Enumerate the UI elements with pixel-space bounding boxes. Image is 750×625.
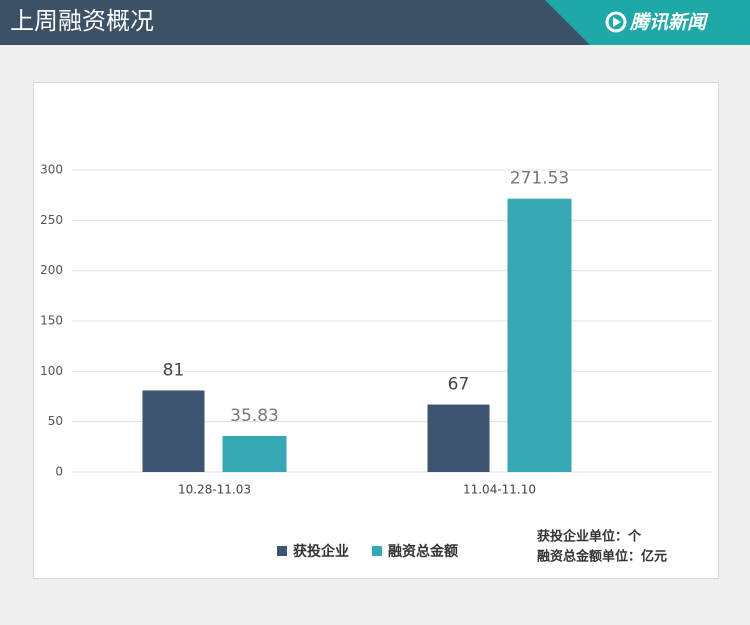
bar bbox=[507, 198, 572, 473]
legend-swatch bbox=[277, 546, 287, 556]
y-tick-label: 300 bbox=[40, 163, 63, 177]
bar bbox=[142, 390, 205, 472]
bar bbox=[222, 435, 287, 472]
y-tick-label: 50 bbox=[48, 414, 63, 428]
data-label: 67 bbox=[448, 375, 470, 395]
chart-title: 上周融资概况 bbox=[10, 7, 154, 35]
legend-label: 获投企业 bbox=[293, 543, 349, 560]
data-label: 81 bbox=[163, 360, 185, 380]
chart-panel bbox=[33, 82, 719, 579]
legend-label: 融资总金额 bbox=[388, 543, 458, 560]
data-label: 271.53 bbox=[510, 169, 569, 189]
legend-swatch bbox=[372, 546, 382, 556]
x-tick-label: 10.28-11.03 bbox=[178, 483, 251, 497]
y-tick-label: 250 bbox=[40, 213, 63, 227]
annotation: 获投企业单位：个 bbox=[537, 529, 642, 545]
y-tick-label: 200 bbox=[40, 263, 63, 277]
y-tick-label: 0 bbox=[55, 465, 63, 479]
brand-band bbox=[545, 0, 750, 45]
brand-name: 腾讯新闻 bbox=[629, 12, 709, 34]
data-label: 35.83 bbox=[230, 406, 279, 426]
y-tick-label: 150 bbox=[40, 314, 63, 328]
annotation: 融资总金额单位：亿元 bbox=[537, 549, 667, 565]
bar bbox=[427, 404, 490, 472]
x-tick-label: 11.04-11.10 bbox=[463, 483, 536, 497]
brand-icon-play bbox=[613, 17, 621, 27]
y-tick-label: 100 bbox=[40, 364, 63, 378]
brand-icon bbox=[605, 11, 627, 33]
